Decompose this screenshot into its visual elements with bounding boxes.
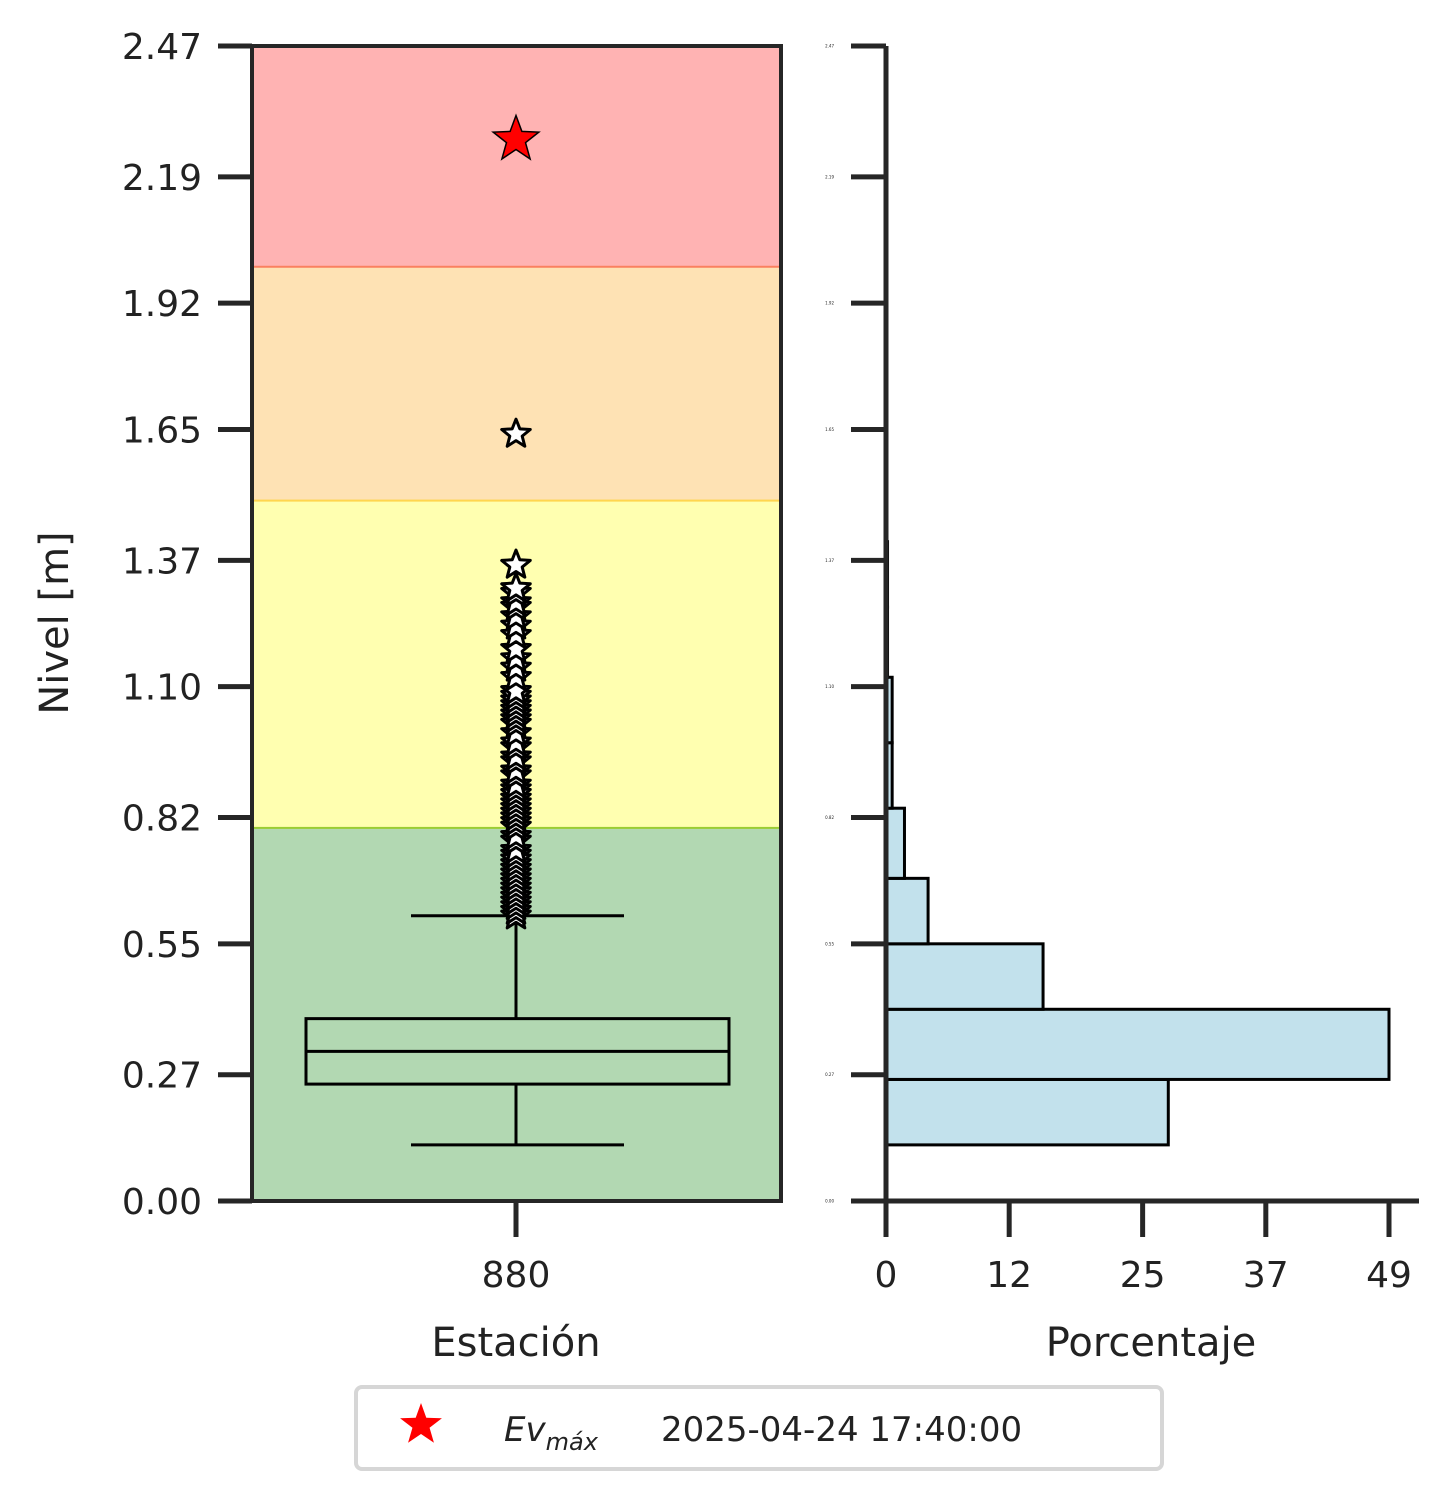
left-x-axis-label: Estación bbox=[431, 1320, 600, 1366]
y-tick-label: 0.55 bbox=[122, 925, 202, 966]
histogram-bars bbox=[884, 540, 1391, 1147]
y-tick-label: 0.00 bbox=[122, 1182, 202, 1223]
right-y-tick-label: 0.82 bbox=[825, 815, 834, 820]
right-x-tick-label: 37 bbox=[1243, 1255, 1289, 1296]
left-x-axis-ticks: 880 bbox=[482, 1201, 551, 1296]
right-y-tick-label: 0.55 bbox=[825, 941, 834, 946]
right-x-tick-label: 49 bbox=[1366, 1255, 1412, 1296]
y-tick-label: 1.92 bbox=[122, 284, 202, 325]
right-x-tick-label: 12 bbox=[986, 1255, 1032, 1296]
y-tick-label: 2.47 bbox=[122, 27, 202, 68]
right-y-tick-label: 1.37 bbox=[825, 558, 834, 563]
left-y-axis-label: Nivel [m] bbox=[32, 531, 78, 714]
outlier-star bbox=[500, 674, 532, 705]
right-y-tick-label: 0.27 bbox=[825, 1072, 834, 1077]
legend-label: Evmáx bbox=[504, 1410, 599, 1456]
right-y-tick-label: 1.10 bbox=[825, 684, 834, 689]
legend-star-icon bbox=[400, 1403, 442, 1443]
right-y-tick-label: 1.92 bbox=[825, 301, 834, 306]
outlier-star bbox=[500, 632, 532, 663]
right-x-axis-ticks: 0 12 25 37 49 bbox=[875, 1201, 1412, 1296]
legend: Evmáx 2025-04-24 17:40:00 bbox=[354, 1385, 1164, 1471]
legend-label-sub: máx bbox=[546, 1428, 599, 1456]
level-band-3 bbox=[252, 46, 781, 266]
y-tick-label: 0.27 bbox=[122, 1056, 202, 1097]
right-y-axis-ticks: 0.00 0.27 0.55 0.82 1.10 1.37 1.65 1.92 2.19 2.47 bbox=[825, 43, 886, 1204]
legend-timestamp: 2025-04-24 17:40:00 bbox=[661, 1410, 1022, 1450]
outlier-markers bbox=[491, 113, 541, 930]
histogram-bar bbox=[884, 1007, 1391, 1081]
outlier-star bbox=[500, 417, 532, 448]
right-y-tick-label: 1.65 bbox=[825, 427, 834, 432]
legend-frame bbox=[354, 1385, 1164, 1471]
legend-label-main: Ev bbox=[504, 1410, 546, 1450]
max-event-star bbox=[491, 113, 541, 161]
outlier-star bbox=[500, 571, 532, 603]
right-x-tick-label: 25 bbox=[1120, 1255, 1166, 1296]
right-y-tick-label: 2.19 bbox=[825, 174, 834, 179]
right-y-tick-label: 2.47 bbox=[825, 44, 834, 49]
right-x-tick-label: 0 bbox=[875, 1255, 898, 1296]
y-tick-label: 0.82 bbox=[122, 799, 202, 840]
histogram-bar bbox=[884, 1077, 1170, 1147]
boxplot bbox=[304, 914, 731, 1147]
level-band-2 bbox=[252, 265, 781, 500]
y-tick-label: 1.65 bbox=[122, 410, 202, 451]
right-y-tick-label: 0.00 bbox=[825, 1199, 834, 1204]
left-y-axis-ticks: 0.00 0.27 0.55 0.82 1.10 1.37 1.65 1.92 2.19 2.47 bbox=[122, 27, 252, 1223]
histogram-bar bbox=[884, 876, 930, 946]
y-tick-label: 1.37 bbox=[122, 541, 202, 582]
x-tick-label: 880 bbox=[482, 1255, 551, 1296]
right-x-axis-label: Porcentaje bbox=[1046, 1320, 1257, 1366]
histogram-bar bbox=[884, 806, 906, 880]
histogram-bar bbox=[884, 942, 1045, 1011]
outlier-star bbox=[500, 548, 532, 579]
y-tick-label: 1.10 bbox=[122, 668, 202, 709]
y-tick-label: 2.19 bbox=[122, 158, 202, 199]
